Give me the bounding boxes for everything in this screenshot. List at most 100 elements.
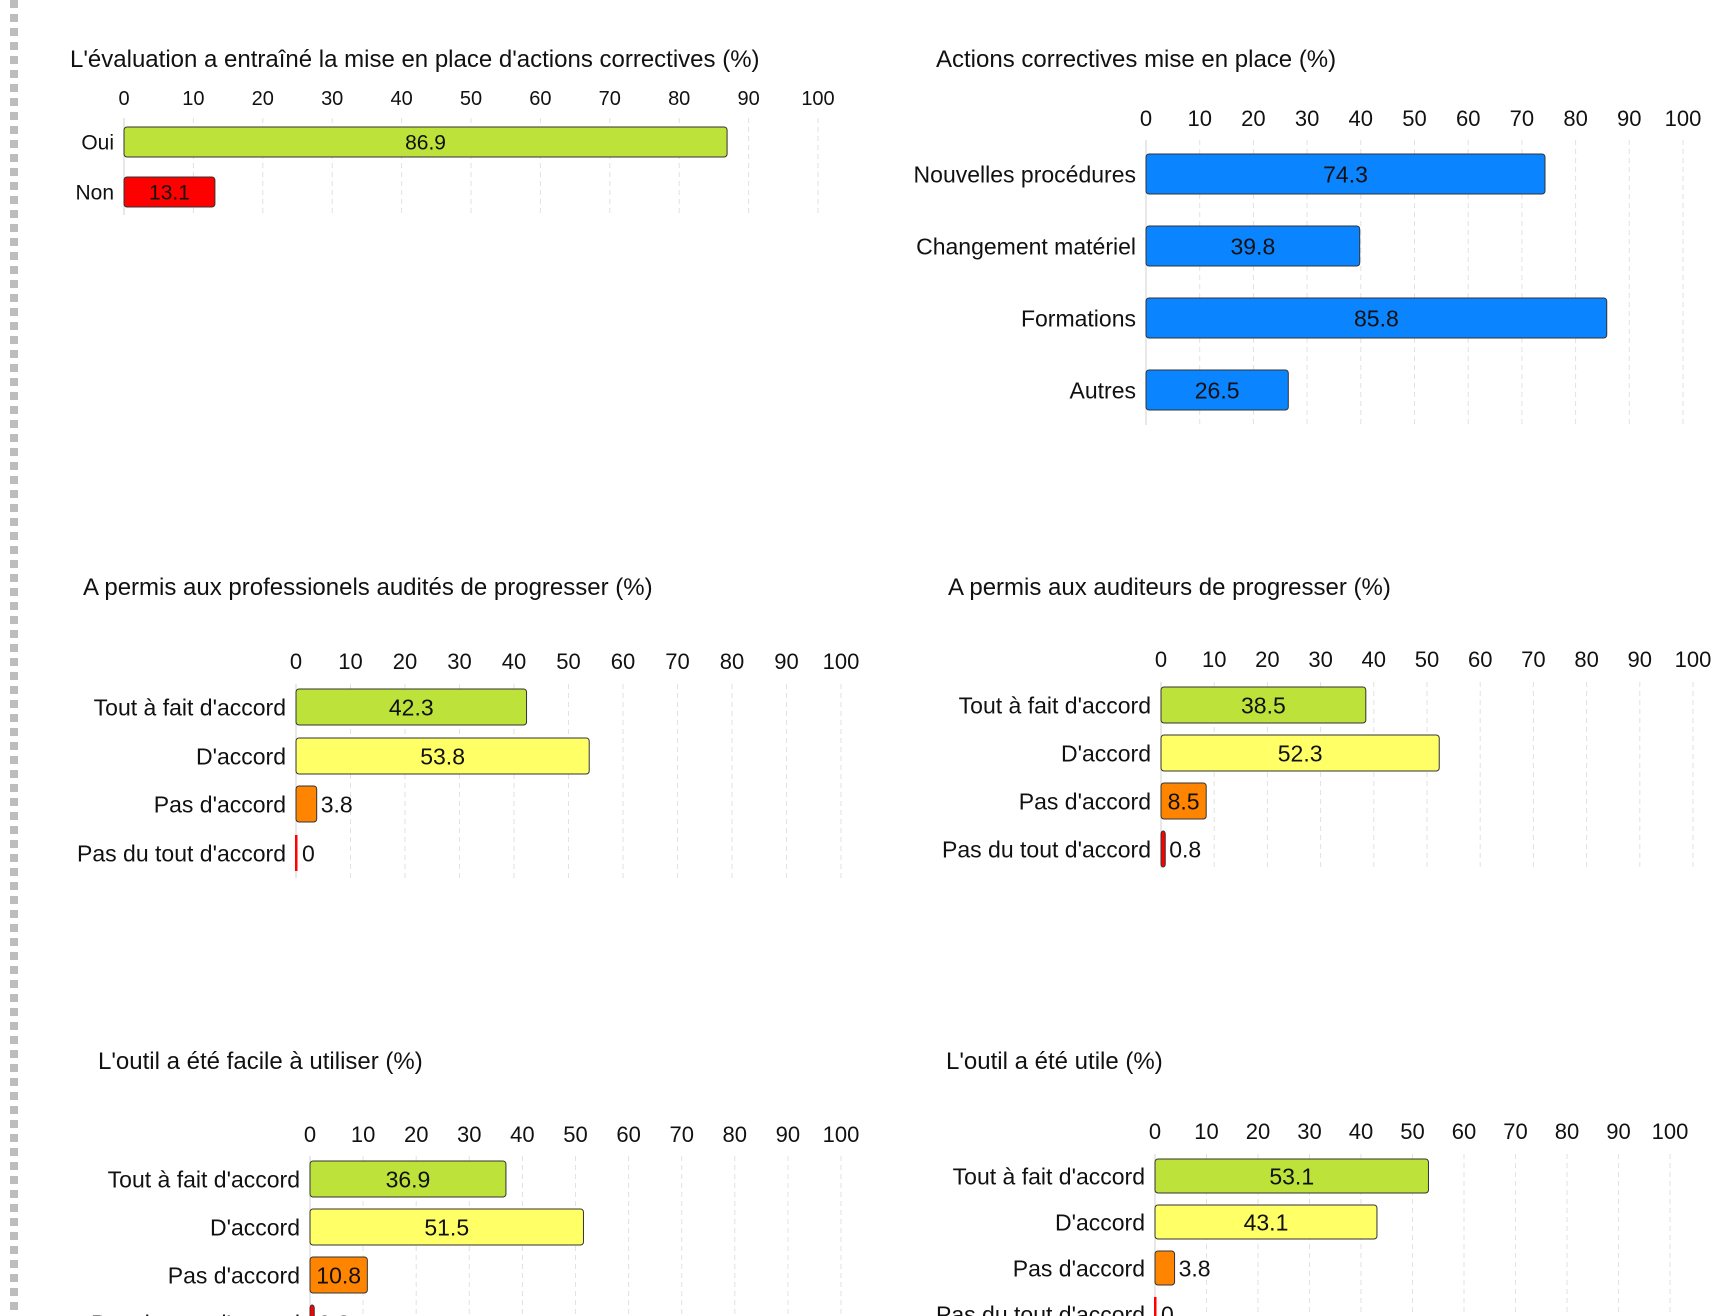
chart-3-tick-label: 80 [720, 649, 744, 674]
chart-2-tick-label: 10 [1187, 106, 1211, 131]
chart-5-tick-label: 40 [510, 1122, 534, 1147]
chart-6-tick-label: 30 [1297, 1119, 1321, 1144]
chart-2-tick-label: 50 [1402, 106, 1426, 131]
chart-3-tick-label: 90 [774, 649, 798, 674]
chart-2-bar [1145, 297, 1608, 339]
chart-5-category-label: Pas du tout d'accord [91, 1310, 300, 1316]
chart-3-category-label: D'accord [196, 743, 286, 769]
chart-4-category-label: Pas du tout d'accord [942, 836, 1151, 862]
chart-6-tick-label: 90 [1606, 1119, 1630, 1144]
chart-6-value-label: 3.8 [1179, 1255, 1211, 1281]
chart-2-tick-label: 20 [1241, 106, 1265, 131]
chart-2-tick-label: 70 [1510, 106, 1534, 131]
chart-6-bar [1154, 1250, 1176, 1286]
chart-5-title: L'outil a été facile à utiliser (%) [98, 1048, 423, 1075]
chart-3-bar [295, 835, 298, 871]
chart-2-tick-label: 0 [1140, 106, 1152, 131]
chart-3-value-label: 53.8 [420, 743, 465, 769]
chart-3-tick-label: 10 [338, 649, 362, 674]
chart-2-tick-label: 90 [1617, 106, 1641, 131]
chart-6-tick-label: 0 [1149, 1119, 1161, 1144]
chart-2-bar [1145, 369, 1289, 411]
chart-1-tick-label: 80 [668, 88, 690, 110]
chart-3-tick-label: 100 [823, 649, 860, 674]
chart-3-value-label: 3.8 [321, 791, 353, 817]
chart-5-tick-label: 70 [669, 1122, 693, 1147]
chart-5-category-label: Tout à fait d'accord [108, 1166, 300, 1192]
chart-2-value-label: 85.8 [1354, 305, 1399, 331]
chart-1-tick-label: 10 [182, 88, 204, 110]
chart-2-value-label: 74.3 [1323, 161, 1368, 187]
chart-4-tick-label: 70 [1521, 647, 1545, 672]
chart-2-value-label: 26.5 [1195, 377, 1240, 403]
chart-4-value-label: 38.5 [1241, 692, 1286, 718]
chart-3-category-label: Tout à fait d'accord [94, 694, 286, 720]
chart-5-tick-label: 0 [304, 1122, 316, 1147]
chart-2-tick-label: 30 [1295, 106, 1319, 131]
chart-4-tick-label: 10 [1202, 647, 1226, 672]
chart-6-tick-label: 80 [1555, 1119, 1579, 1144]
chart-2-title: Actions correctives mise en place (%) [936, 46, 1337, 73]
chart-4-tick-label: 80 [1574, 647, 1598, 672]
chart-2-bar [1145, 153, 1546, 195]
chart-6-bar [1154, 1158, 1429, 1194]
chart-5-tick-label: 90 [776, 1122, 800, 1147]
chart-2-tick-label: 80 [1563, 106, 1587, 131]
chart-3-category-label: Pas d'accord [154, 791, 286, 817]
chart-3-bar [295, 785, 318, 823]
chart-1-tick-label: 0 [118, 88, 129, 110]
chart-4-tick-label: 20 [1255, 647, 1279, 672]
chart-5-tick-label: 60 [616, 1122, 640, 1147]
chart-5-bar [309, 1304, 315, 1316]
chart-6-tick-label: 40 [1349, 1119, 1373, 1144]
chart-1-tick-label: 100 [801, 88, 834, 110]
chart-2-category-label: Formations [1021, 305, 1136, 331]
chart-2-bar [1145, 225, 1361, 267]
chart-4-tick-label: 0 [1155, 647, 1167, 672]
chart-5-tick-label: 100 [823, 1122, 860, 1147]
chart-4-bar [1160, 830, 1166, 868]
chart-6-bar [1154, 1204, 1378, 1240]
chart-5-value-label: 0.8 [318, 1310, 350, 1316]
chart-6-tick-label: 50 [1400, 1119, 1424, 1144]
chart-2-tick-label: 60 [1456, 106, 1480, 131]
chart-5-bar [309, 1208, 584, 1246]
chart-3-tick-label: 40 [502, 649, 526, 674]
chart-4-bar [1160, 734, 1440, 772]
chart-1-tick-label: 30 [321, 88, 343, 110]
chart-4-category-label: Pas d'accord [1019, 788, 1151, 814]
chart-1-tick-label: 20 [252, 88, 274, 110]
chart-3-tick-label: 50 [556, 649, 580, 674]
chart-1-bar [123, 176, 216, 208]
chart-3-title: A permis aux professionels audités de pr… [83, 574, 653, 601]
chart-1-tick-label: 70 [599, 88, 621, 110]
chart-5-tick-label: 10 [351, 1122, 375, 1147]
chart-5-bar [309, 1256, 368, 1294]
chart-2-category-label: Autres [1070, 377, 1136, 403]
chart-3-tick-label: 0 [290, 649, 302, 674]
chart-5-value-label: 51.5 [424, 1214, 469, 1240]
chart-6-value-label: 43.1 [1244, 1209, 1289, 1235]
chart-6-tick-label: 10 [1194, 1119, 1218, 1144]
chart-5-tick-label: 20 [404, 1122, 428, 1147]
chart-6-value-label: 53.1 [1269, 1163, 1314, 1189]
chart-2-category-label: Changement matériel [916, 233, 1136, 259]
chart-6-tick-label: 60 [1452, 1119, 1476, 1144]
chart-2-tick-label: 100 [1665, 106, 1702, 131]
chart-1-value-label: 86.9 [405, 132, 446, 155]
chart-1-tick-label: 50 [460, 88, 482, 110]
page-left-border [10, 0, 18, 1316]
chart-3-value-label: 42.3 [389, 694, 434, 720]
chart-4-tick-label: 30 [1308, 647, 1332, 672]
chart-1-category-label: Non [75, 182, 114, 205]
chart-4-value-label: 0.8 [1169, 836, 1201, 862]
chart-4-bar [1160, 686, 1367, 724]
chart-3-tick-label: 30 [447, 649, 471, 674]
chart-6-category-label: Tout à fait d'accord [953, 1163, 1145, 1189]
chart-3-category-label: Pas du tout d'accord [77, 840, 286, 866]
chart-4-title: A permis aux auditeurs de progresser (%) [948, 574, 1391, 601]
chart-6-tick-label: 20 [1246, 1119, 1270, 1144]
chart-2-tick-label: 40 [1349, 106, 1373, 131]
chart-3-tick-label: 20 [393, 649, 417, 674]
